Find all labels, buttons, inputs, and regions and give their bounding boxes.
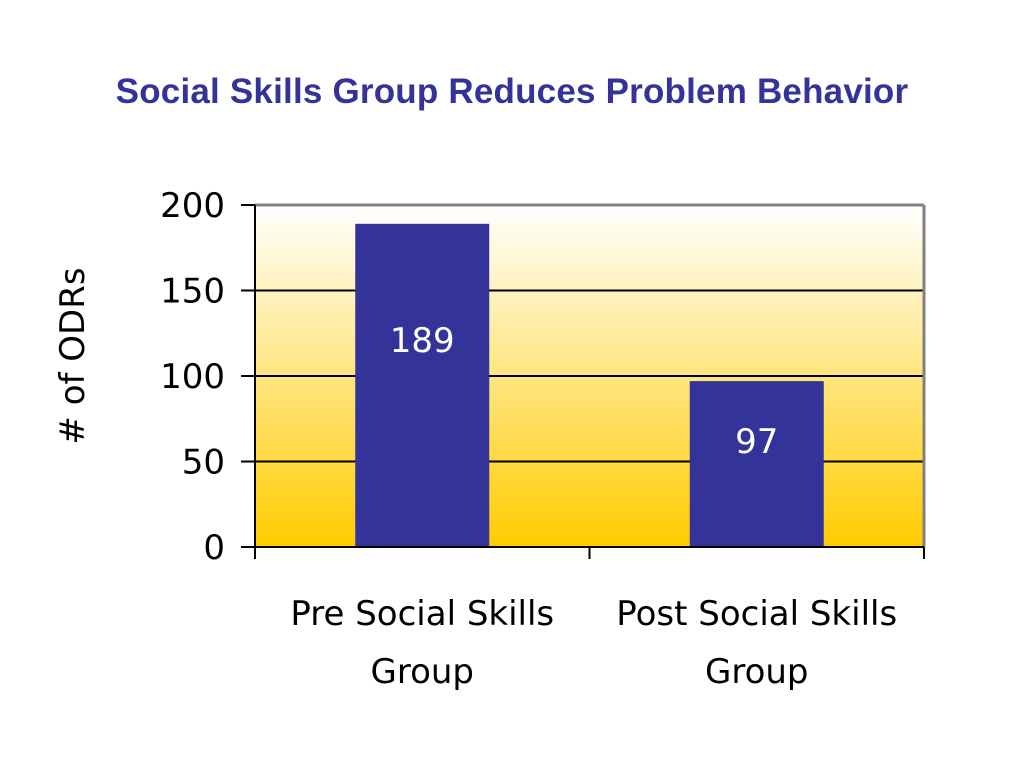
bars: [355, 223, 824, 547]
data-label: 97: [735, 422, 778, 462]
y-tick-label: 150: [160, 272, 225, 312]
x-category-label: Group: [705, 652, 809, 692]
x-category-label: Post Social Skills: [616, 594, 897, 634]
x-category-label: Pre Social Skills: [290, 594, 554, 634]
chart-title: Social Skills Group Reduces Problem Beha…: [115, 72, 909, 111]
data-label: 189: [390, 321, 455, 361]
bar: [355, 223, 490, 547]
y-tick-label: 100: [160, 357, 225, 397]
y-tick-label: 200: [160, 186, 225, 226]
y-axis-label: # of ODRs: [53, 267, 93, 444]
labels: 189 97 0 50 100 150 200 Pre Social Skills Group P…: [160, 186, 897, 692]
y-tick-label: 0: [203, 528, 225, 568]
axes: [241, 203, 926, 559]
y-tick-label: 50: [182, 443, 225, 483]
bar: [689, 381, 824, 547]
x-category-label: Group: [370, 652, 474, 692]
